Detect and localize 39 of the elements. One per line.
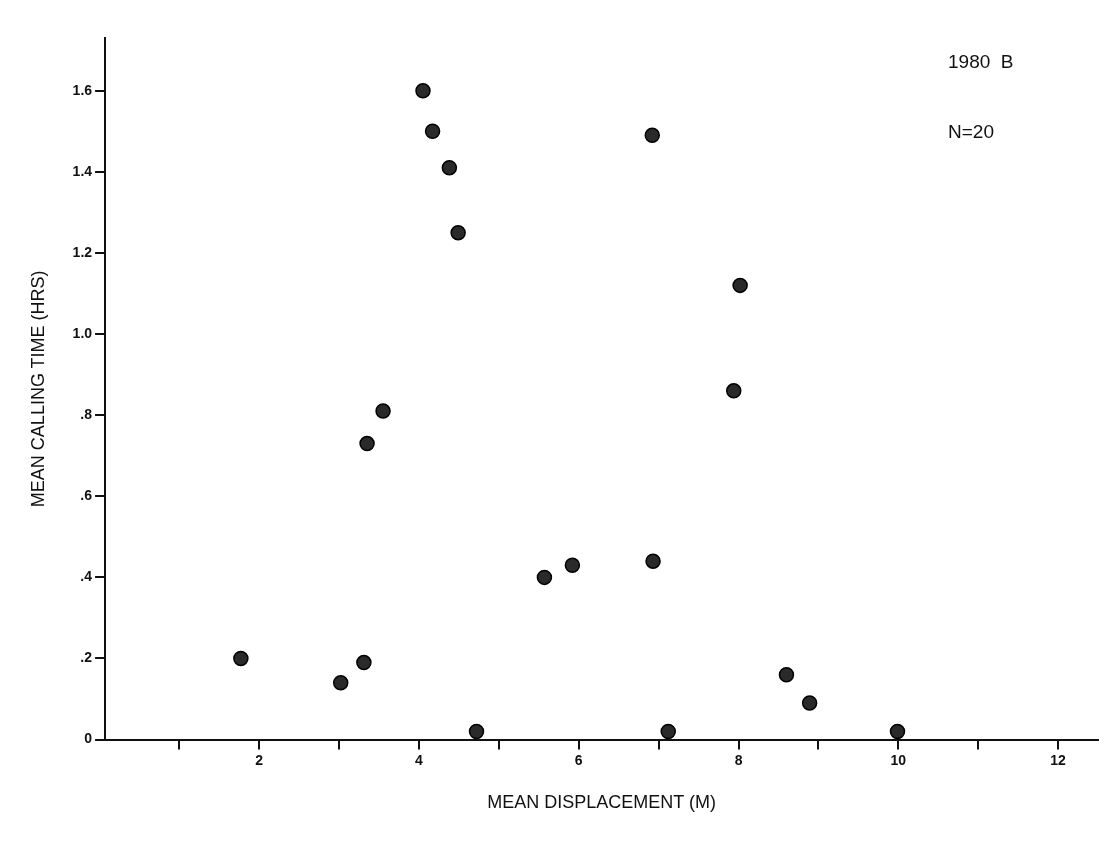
point xyxy=(644,127,661,144)
x-tick-label: 10 xyxy=(890,751,907,768)
point xyxy=(356,654,372,671)
annotation: 1980 B xyxy=(948,51,1014,72)
point xyxy=(660,723,676,740)
y-tick-label: 0 xyxy=(84,730,93,747)
point xyxy=(778,666,795,683)
point xyxy=(415,82,431,99)
x-axis-title: MEAN DISPLACEMENT (M) xyxy=(487,792,716,813)
x-tick-label: 8 xyxy=(734,751,743,768)
y-axis-title: MEAN CALLING TIME (HRS) xyxy=(27,270,48,508)
point xyxy=(450,224,466,241)
point xyxy=(889,723,906,740)
y-tick-label: 1.2 xyxy=(72,243,93,260)
y-tick-label: .2 xyxy=(80,649,93,666)
point xyxy=(564,557,581,573)
y-tick-label: 1.6 xyxy=(72,81,93,98)
point xyxy=(359,435,375,452)
point xyxy=(645,553,661,569)
point xyxy=(375,403,391,419)
y-tick-label: .8 xyxy=(80,406,93,423)
point xyxy=(424,123,441,140)
x-tick-label: 2 xyxy=(255,751,264,768)
x-tick-label: 4 xyxy=(415,751,424,768)
y-tick-label: 1.0 xyxy=(72,324,93,341)
point xyxy=(332,675,349,691)
point xyxy=(468,723,485,740)
point xyxy=(233,650,249,667)
point xyxy=(536,569,553,586)
point xyxy=(801,695,818,711)
y-tick-label: .6 xyxy=(80,487,93,504)
point xyxy=(441,160,458,176)
point xyxy=(732,277,748,294)
x-tick-label: 12 xyxy=(1050,751,1067,768)
point xyxy=(725,383,742,399)
y-tick-label: .4 xyxy=(80,568,93,585)
x-tick-label: 6 xyxy=(574,751,583,768)
annotation: N=20 xyxy=(948,121,994,142)
y-tick-label: 1.4 xyxy=(72,162,93,179)
